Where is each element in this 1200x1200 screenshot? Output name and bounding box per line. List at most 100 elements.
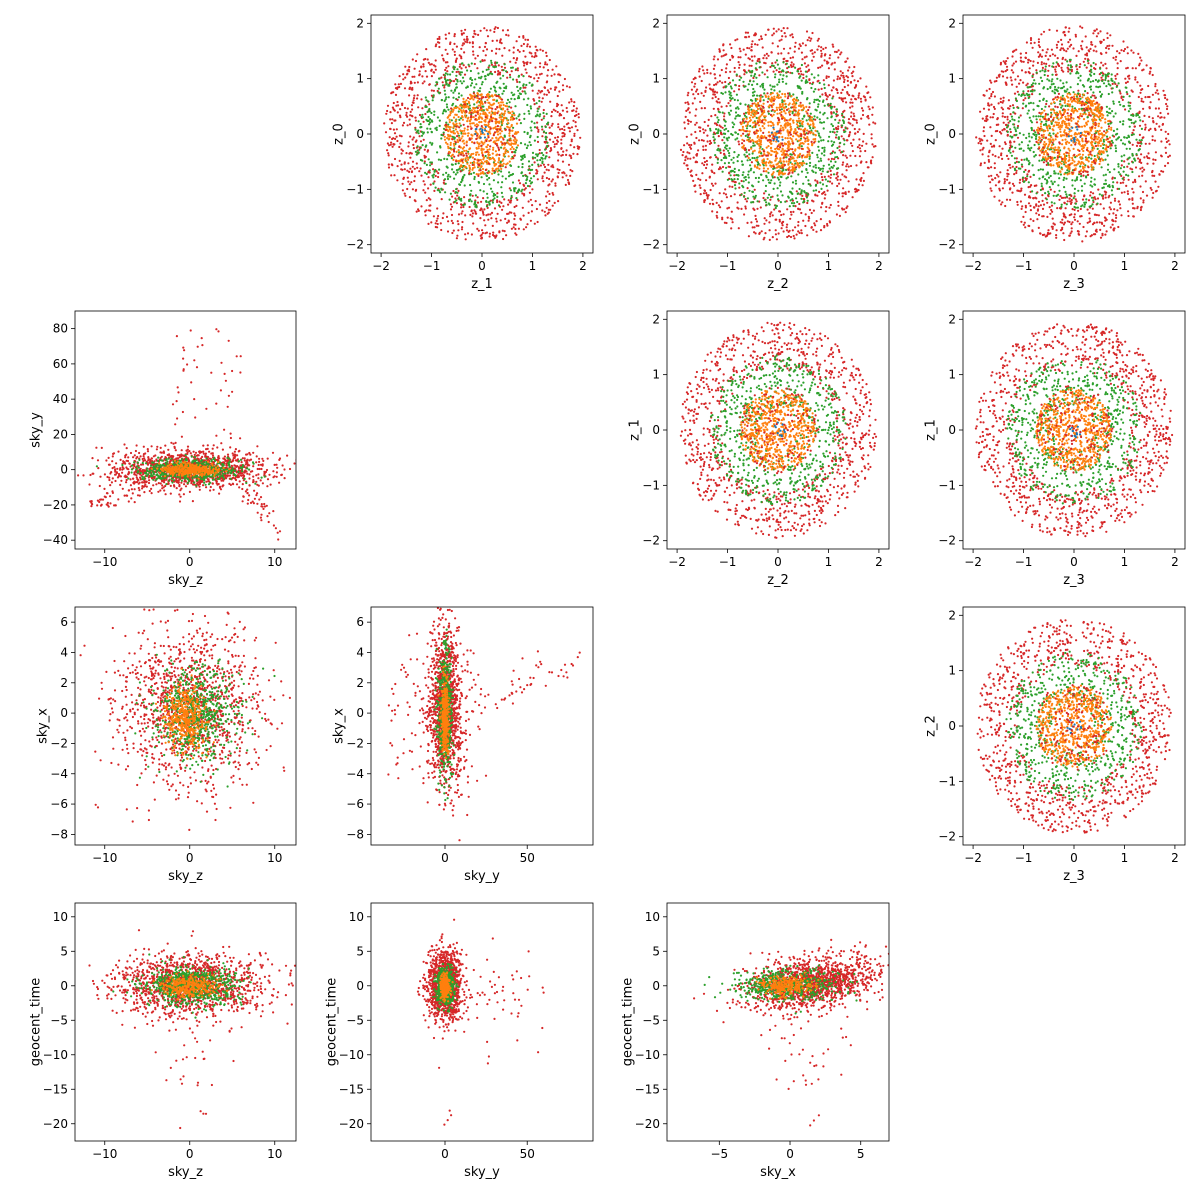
scatter-point bbox=[498, 41, 502, 44]
scatter-point bbox=[575, 110, 578, 113]
scatter-point bbox=[823, 83, 826, 86]
scatter-point bbox=[481, 154, 484, 157]
scatter-point bbox=[800, 191, 803, 195]
scatter-point bbox=[771, 108, 774, 112]
scatter-point bbox=[801, 117, 804, 120]
scatter-point bbox=[812, 200, 815, 203]
scatter-point bbox=[434, 186, 437, 189]
scatter-point bbox=[451, 138, 454, 141]
scatter-point bbox=[514, 214, 517, 217]
scatter-point bbox=[464, 114, 467, 117]
scatter-point bbox=[822, 121, 826, 124]
scatter-point bbox=[1058, 198, 1061, 201]
scatter-point bbox=[537, 76, 540, 80]
scatter-point bbox=[796, 99, 799, 102]
scatter-point bbox=[816, 116, 819, 119]
scatter-point bbox=[1134, 76, 1137, 79]
scatter-point bbox=[481, 70, 484, 73]
scatter-point bbox=[533, 99, 536, 102]
scatter-point bbox=[392, 128, 395, 131]
scatter-point bbox=[430, 69, 433, 72]
scatter-point bbox=[442, 57, 445, 60]
scatter-point bbox=[1006, 115, 1009, 118]
scatter-point bbox=[467, 158, 470, 161]
scatter-point bbox=[727, 136, 731, 139]
scatter-point bbox=[531, 204, 534, 207]
scatter-point bbox=[533, 103, 536, 106]
scatter-point bbox=[719, 129, 722, 132]
scatter-point bbox=[509, 189, 512, 192]
scatter-point bbox=[803, 114, 806, 117]
scatter-point bbox=[708, 83, 711, 86]
scatter-point bbox=[452, 189, 455, 193]
scatter-point bbox=[711, 170, 714, 174]
scatter-point bbox=[474, 210, 477, 213]
scatter-point bbox=[545, 51, 548, 54]
scatter-point bbox=[1013, 184, 1016, 187]
scatter-point bbox=[807, 147, 810, 150]
scatter-point bbox=[758, 144, 761, 147]
scatter-point bbox=[696, 88, 699, 91]
scatter-point bbox=[561, 160, 565, 163]
scatter-point bbox=[550, 165, 553, 168]
scatter-point bbox=[553, 145, 556, 148]
scatter-point bbox=[448, 118, 451, 121]
scatter-point bbox=[731, 121, 734, 124]
scatter-point bbox=[765, 174, 768, 177]
scatter-point bbox=[530, 177, 533, 180]
scatter-point bbox=[737, 140, 740, 143]
scatter-point bbox=[491, 190, 494, 193]
scatter-point bbox=[501, 101, 504, 104]
scatter-point bbox=[704, 129, 707, 132]
scatter-point bbox=[481, 231, 484, 235]
scatter-point bbox=[556, 94, 559, 98]
scatter-point bbox=[707, 118, 710, 121]
scatter-point bbox=[508, 139, 511, 142]
scatter-point bbox=[727, 149, 730, 152]
scatter-point bbox=[561, 109, 565, 112]
scatter-point bbox=[1011, 191, 1014, 194]
scatter-point bbox=[805, 105, 808, 108]
scatter-point bbox=[744, 31, 748, 34]
scatter-point bbox=[691, 175, 694, 178]
scatter-point bbox=[685, 135, 688, 138]
scatter-point bbox=[573, 146, 576, 149]
scatter-point bbox=[787, 107, 790, 110]
scatter-point bbox=[756, 59, 759, 63]
scatter-point bbox=[416, 166, 419, 169]
scatter-point bbox=[747, 181, 750, 184]
scatter-point bbox=[734, 39, 737, 42]
scatter-point bbox=[753, 75, 756, 78]
scatter-point bbox=[481, 170, 484, 174]
scatter-point bbox=[793, 109, 797, 112]
scatter-point bbox=[470, 189, 473, 192]
scatter-point bbox=[810, 37, 813, 40]
scatter-point bbox=[797, 220, 800, 224]
scatter-point bbox=[734, 131, 737, 134]
scatter-point bbox=[446, 106, 449, 109]
scatter-point bbox=[444, 110, 447, 113]
scatter-point bbox=[460, 153, 463, 156]
scatter-point bbox=[485, 108, 488, 111]
scatter-point bbox=[774, 147, 777, 151]
x-tick-label: −2 bbox=[668, 259, 686, 273]
scatter-point bbox=[495, 217, 498, 220]
scatter-point bbox=[551, 191, 554, 195]
scatter-point bbox=[1022, 223, 1025, 226]
scatter-point bbox=[819, 95, 822, 98]
scatter-point bbox=[438, 77, 441, 80]
scatter-point bbox=[434, 65, 437, 68]
scatter-point bbox=[490, 61, 493, 64]
scatter-point bbox=[720, 68, 723, 72]
scatter-point bbox=[443, 89, 446, 92]
scatter-point bbox=[699, 193, 702, 196]
scatter-point bbox=[828, 135, 831, 138]
scatter-point bbox=[779, 73, 782, 76]
scatter-point bbox=[400, 148, 403, 151]
scatter-point bbox=[800, 134, 803, 137]
scatter-point bbox=[785, 75, 788, 78]
scatter-point bbox=[711, 163, 714, 166]
scatter-point bbox=[801, 125, 804, 128]
scatter-point bbox=[742, 180, 745, 183]
scatter-point bbox=[774, 61, 777, 64]
